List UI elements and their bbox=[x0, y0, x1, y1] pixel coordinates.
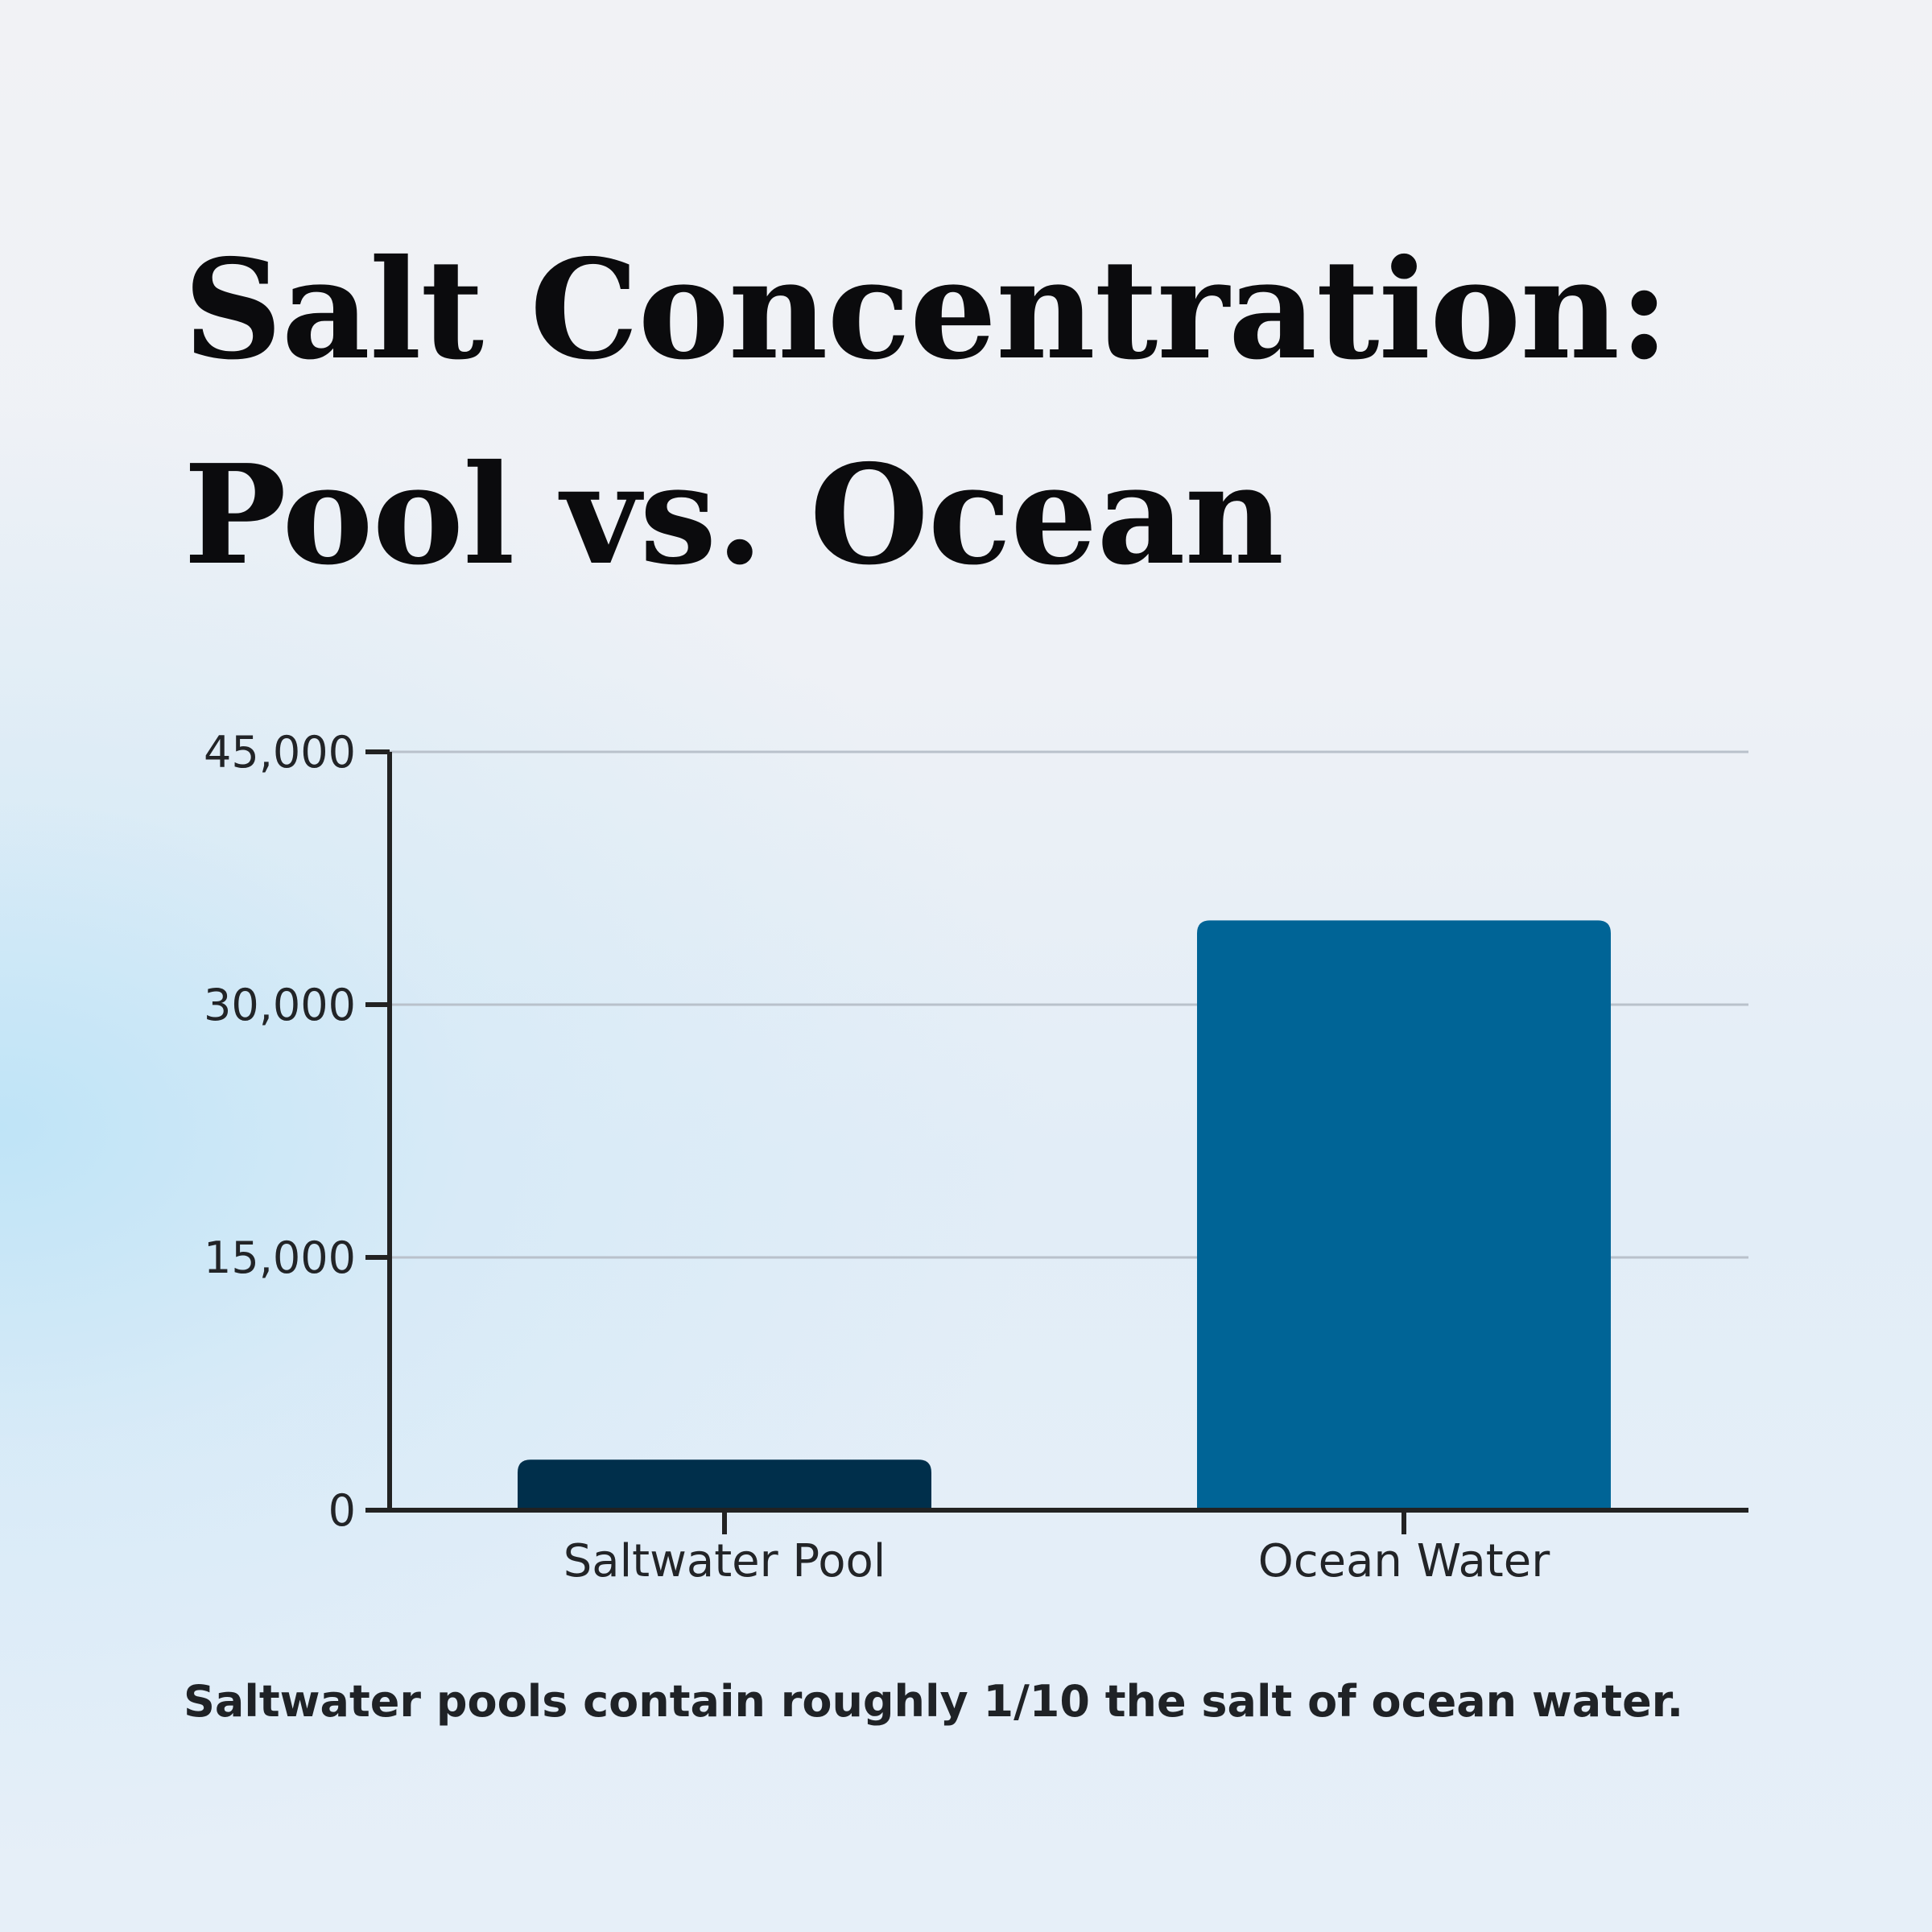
chart-caption: Saltwater pools contain roughly 1/10 the… bbox=[184, 1676, 1684, 1727]
tick-labels: Saltwater Pool Ocean Water 0 15,000 30,000 45… bbox=[204, 727, 1550, 1587]
y-tick-label: 15,000 bbox=[204, 1232, 356, 1283]
chart-title: Salt Concentration: Pool vs. Ocean bbox=[184, 208, 1670, 618]
title-line-2: Pool vs. Ocean bbox=[184, 435, 1284, 596]
x-tick-label: Saltwater Pool bbox=[564, 1535, 886, 1587]
y-tick-label: 0 bbox=[328, 1485, 356, 1536]
title-line-1: Salt Concentration: bbox=[184, 229, 1670, 390]
axes bbox=[365, 749, 1748, 1534]
bars bbox=[518, 920, 1611, 1510]
bar-ocean-water bbox=[1197, 920, 1611, 1510]
bar-saltwater-pool bbox=[518, 1459, 931, 1510]
y-tick-label: 30,000 bbox=[204, 980, 356, 1030]
y-tick-label: 45,000 bbox=[204, 727, 356, 778]
x-tick-label: Ocean Water bbox=[1258, 1535, 1550, 1587]
